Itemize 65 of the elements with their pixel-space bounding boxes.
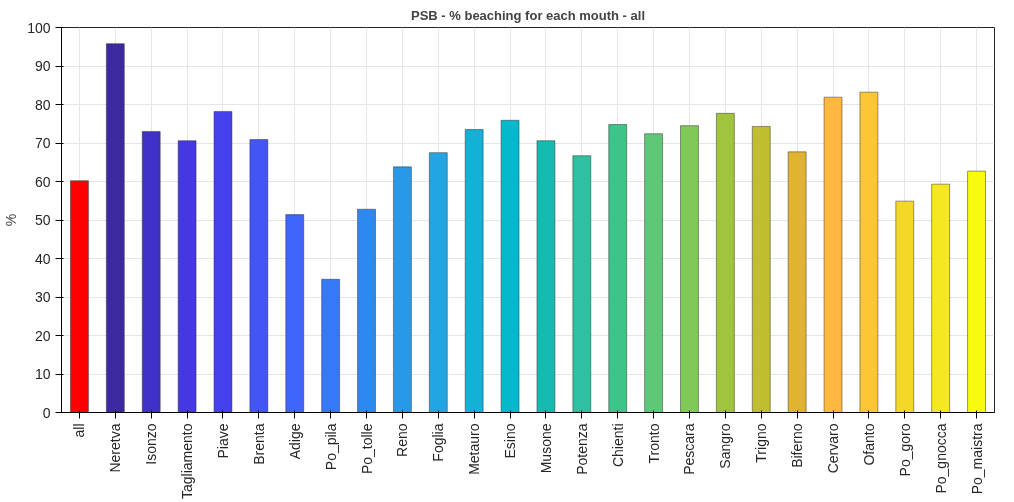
x-tick-label: Metauro	[466, 423, 483, 475]
x-tick-label: Po_gnocca	[932, 423, 949, 494]
y-tick-label: 80	[34, 96, 51, 113]
x-tick-label: Po_tolle	[358, 423, 375, 475]
x-tick-label: Biferno	[789, 423, 806, 468]
x-tick-label: Po_goro	[896, 423, 913, 477]
y-tick-label: 50	[34, 212, 51, 228]
bar	[429, 152, 448, 413]
bar	[716, 113, 735, 413]
bar	[787, 151, 807, 413]
bar	[141, 131, 161, 413]
bar	[464, 129, 484, 413]
bar	[859, 91, 879, 413]
y-tick-label: 100	[27, 19, 51, 36]
x-tick-label: Brenta	[250, 423, 267, 465]
x-tick-label: Tagliamento	[179, 423, 196, 499]
x-tick-label: Neretva	[107, 423, 124, 473]
bar	[213, 111, 233, 413]
x-tick-label: Ofanto	[860, 423, 877, 466]
x-tick-label: Po_maistra	[968, 423, 985, 495]
x-tick-label: Piave	[214, 423, 231, 459]
x-tick-label: Isonzo	[143, 423, 160, 465]
bar	[572, 155, 592, 413]
bar	[70, 180, 89, 413]
x-tick-label: Musone	[537, 423, 554, 474]
bar	[357, 208, 376, 413]
x-tick-label: Sangro	[717, 423, 734, 469]
bar	[393, 166, 412, 413]
bar	[931, 183, 950, 413]
bar	[967, 170, 986, 413]
bar	[285, 214, 304, 413]
bar	[500, 120, 520, 413]
y-tick-label: 0	[42, 404, 51, 421]
y-tick-label: 70	[34, 135, 51, 151]
y-tick-label: 60	[34, 173, 51, 190]
y-axis-title: %	[3, 213, 20, 227]
bar	[249, 139, 269, 413]
x-tick-label: Chienti	[609, 423, 626, 468]
y-tick-label: 30	[34, 289, 51, 305]
y-tick-label: 90	[34, 58, 51, 74]
bar	[895, 200, 915, 413]
x-tick-label: Reno	[394, 423, 411, 457]
bar	[321, 279, 340, 413]
x-tick-label: Trigno	[753, 423, 770, 463]
x-tick-label: Cervaro	[825, 423, 842, 474]
bar	[608, 124, 627, 413]
y-tick-label: 40	[34, 250, 51, 267]
bar	[680, 125, 699, 413]
x-tick-label: Esino	[502, 423, 519, 459]
bar	[177, 140, 197, 413]
y-tick-label: 10	[34, 366, 51, 382]
y-tick-label: 20	[34, 327, 51, 344]
bar	[823, 96, 843, 413]
x-tick-label: Foglia	[430, 423, 447, 462]
bar	[106, 43, 125, 413]
bar	[752, 126, 771, 413]
chart-title: PSB - % beaching for each mouth - all	[410, 7, 646, 23]
x-tick-label: Potenza	[573, 423, 590, 475]
x-tick-label: Tronto	[645, 423, 662, 464]
bar	[536, 140, 556, 413]
x-tick-label: Po_pila	[322, 423, 339, 471]
x-tick-label: Adige	[286, 423, 303, 460]
x-tick-label: Pescara	[681, 423, 698, 475]
x-tick-label: all	[71, 423, 88, 438]
bar	[644, 133, 663, 413]
